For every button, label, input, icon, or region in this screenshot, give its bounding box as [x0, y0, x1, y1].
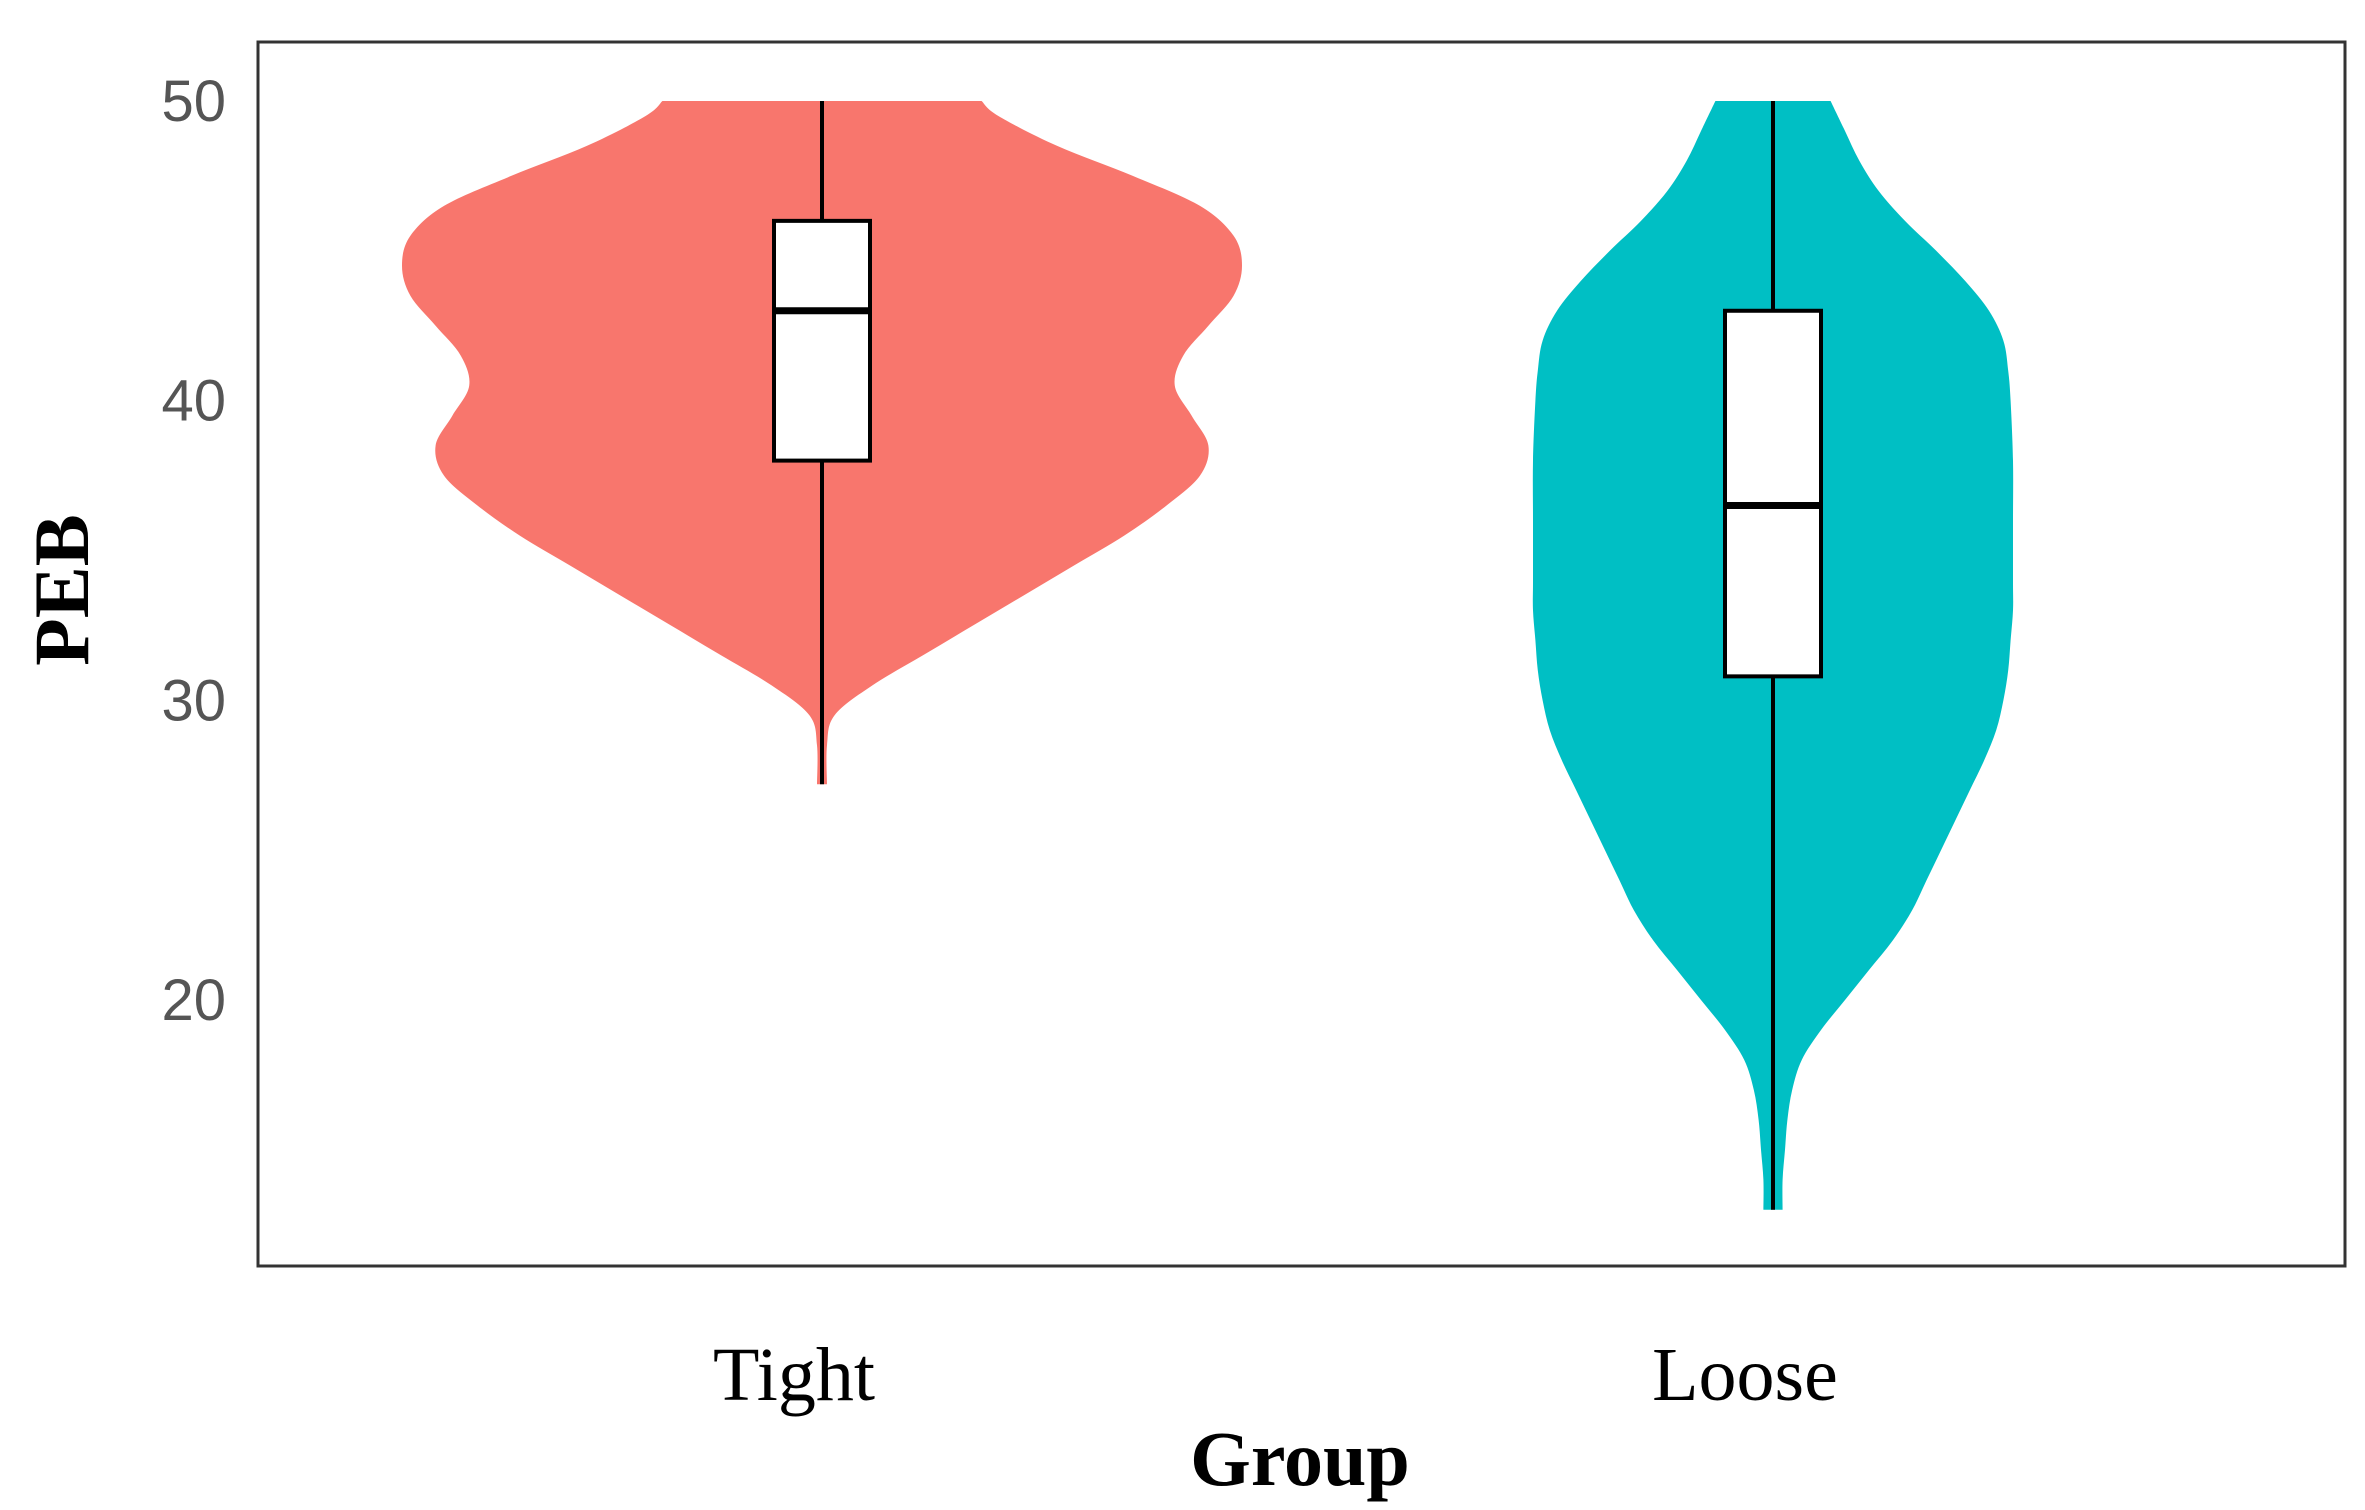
violin-layer — [402, 101, 2014, 1210]
y-tick-label-30: 30 — [161, 668, 226, 733]
x-axis-title: Group — [1190, 1415, 1410, 1502]
y-tick-label-50: 50 — [161, 69, 226, 134]
y-tick-label-20: 20 — [161, 968, 226, 1033]
y-axis-title: PEB — [18, 514, 105, 666]
box-tight — [772, 218, 872, 463]
plot-panel-border — [256, 40, 2347, 1268]
x-tick-label-tight: Tight — [713, 1333, 875, 1417]
x-tick-label-loose: Loose — [1652, 1333, 1838, 1417]
y-tick-label-40: 40 — [161, 369, 226, 434]
x-axis-ticks: Tight Loose — [713, 1333, 1838, 1417]
y-axis-ticks: 20 30 40 50 — [161, 69, 226, 1033]
box-loose — [1723, 308, 1823, 679]
